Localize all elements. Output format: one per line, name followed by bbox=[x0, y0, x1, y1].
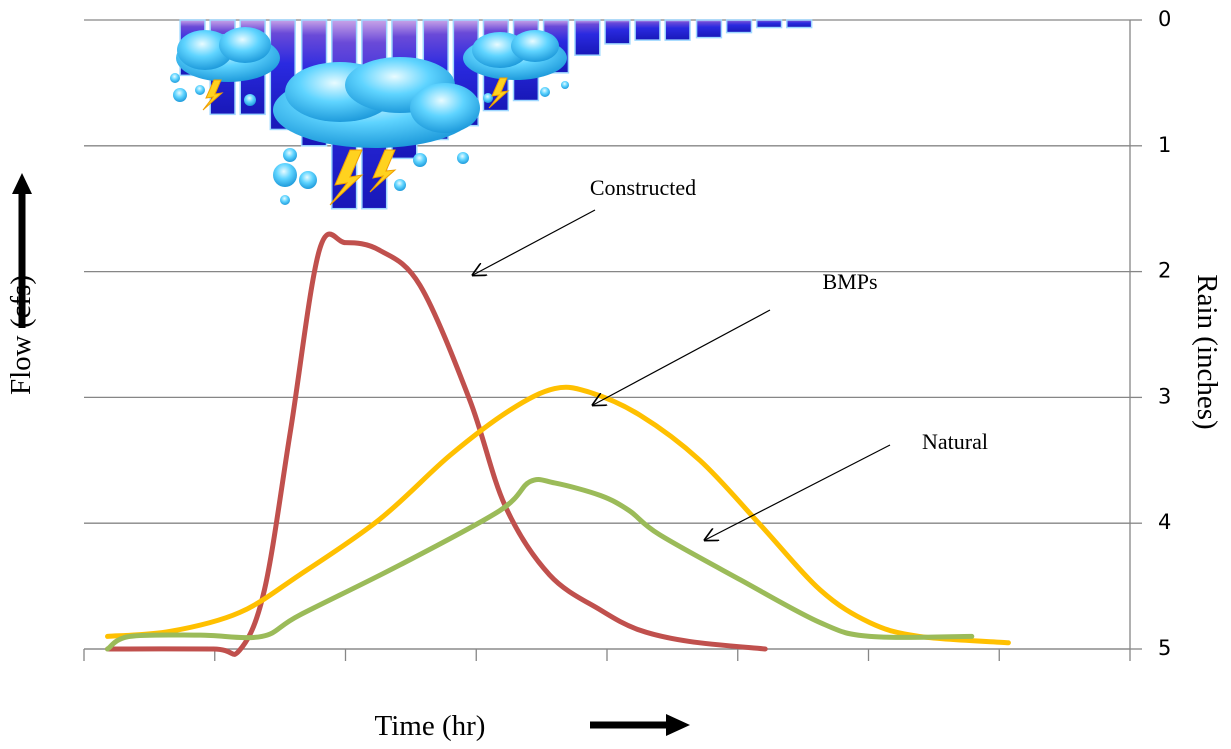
y2-tick-label: 2 bbox=[1158, 259, 1171, 283]
x-arrow-head bbox=[666, 714, 690, 736]
y2-tick-label: 0 bbox=[1158, 7, 1171, 31]
clouds bbox=[170, 27, 569, 206]
cloud-icon bbox=[170, 27, 569, 205]
y2-tick-label: 3 bbox=[1158, 384, 1171, 408]
rain-bar bbox=[755, 19, 783, 29]
flow-line bbox=[105, 476, 975, 652]
lines bbox=[105, 231, 1011, 657]
rain-bar bbox=[604, 19, 631, 45]
rain-bar bbox=[634, 19, 661, 41]
annotations: Constructed BMPs Natural bbox=[473, 175, 988, 540]
annotation: Natural bbox=[922, 429, 988, 454]
rain-bar bbox=[574, 19, 601, 56]
lightning-icon bbox=[202, 77, 510, 206]
y2-tick-label: 4 bbox=[1158, 510, 1171, 534]
y2-tick-label: 1 bbox=[1158, 133, 1171, 157]
annotation: BMPs bbox=[822, 269, 877, 294]
x-axis-label: Time (hr) bbox=[375, 710, 486, 742]
y2-tick-label: 5 bbox=[1158, 636, 1171, 660]
annotation: Constructed bbox=[590, 175, 696, 200]
annotation-arrow bbox=[705, 444, 891, 540]
y2-axis-label: Rain (inches) bbox=[1191, 274, 1223, 429]
rain-bar bbox=[725, 19, 753, 34]
rain-bar bbox=[786, 19, 813, 29]
annotation-arrow bbox=[473, 209, 596, 275]
rain-bar bbox=[695, 19, 723, 39]
flow-line bbox=[105, 231, 768, 657]
grid: 0 1 2 3 4 5 bbox=[83, 7, 1171, 661]
flow-line bbox=[105, 384, 1011, 646]
y-arrow-head bbox=[12, 173, 32, 194]
annotation-arrow bbox=[593, 309, 771, 405]
rain-bar bbox=[664, 19, 691, 41]
